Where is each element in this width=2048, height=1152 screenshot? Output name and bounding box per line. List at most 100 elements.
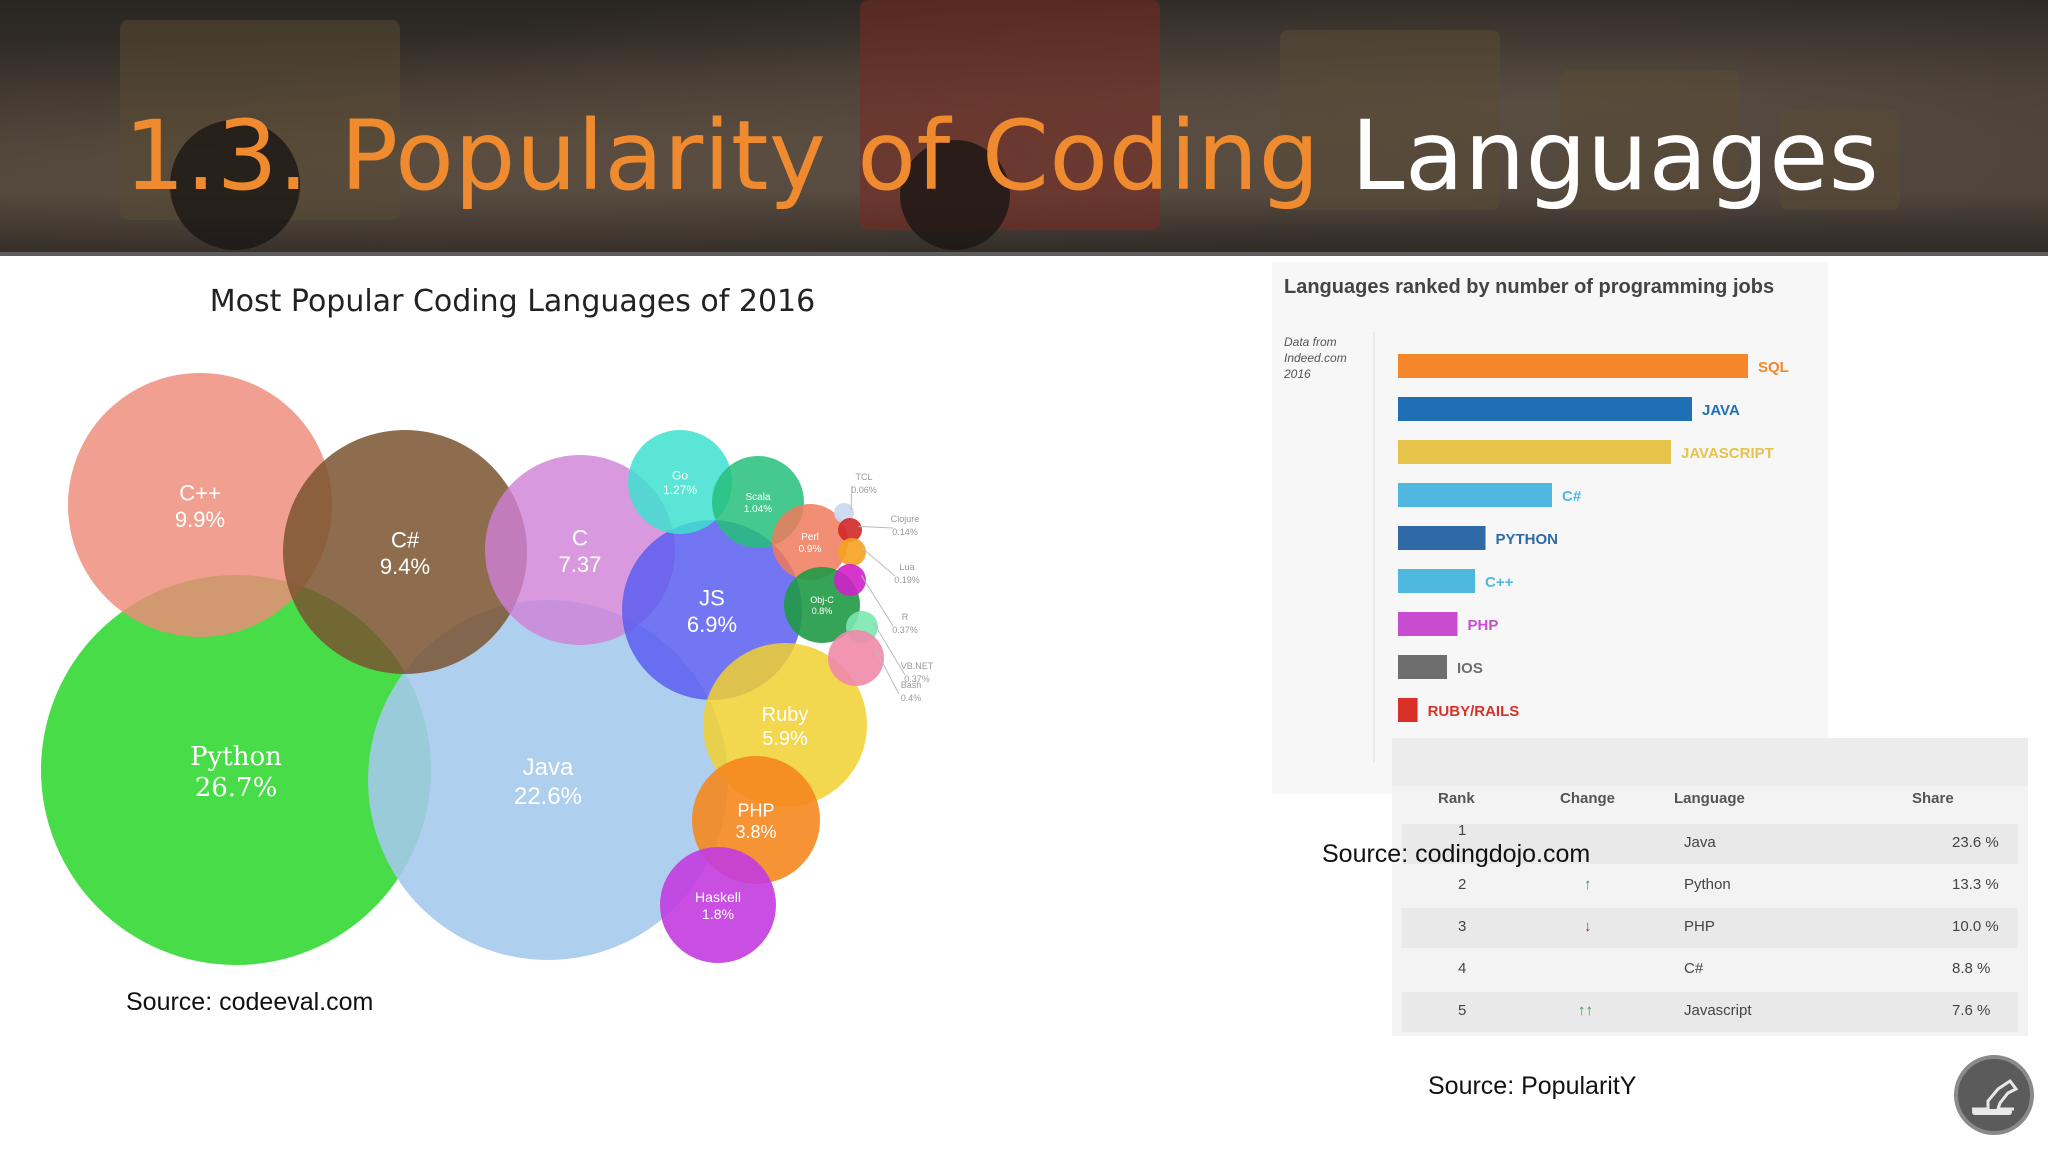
bubble-label: Obj-C [810, 595, 834, 605]
jobs-bar-label: RUBY/RAILS [1428, 703, 1520, 720]
language-cell: C# [1684, 960, 1704, 977]
table-row: 5 ↑↑ Javascript 7.6 % [1402, 992, 2018, 1032]
bubble-leader-line [861, 547, 896, 577]
bubble-value: 0.9% [799, 544, 822, 555]
bubble-label: Java [523, 754, 574, 781]
share-cell: 13.3 % [1952, 876, 1999, 893]
change-cell: ↑↑ [1578, 1002, 1593, 1019]
bubble-leader-line [860, 574, 894, 627]
share-cell: 23.6 % [1952, 834, 1999, 851]
rank-cell: 1 [1458, 822, 1467, 839]
bubble-label: C# [391, 528, 420, 553]
bubble-lua [838, 538, 866, 566]
bubble-leader-line [872, 621, 906, 676]
truck-silhouette [1780, 110, 1900, 210]
bubble-label: Scala [745, 492, 770, 503]
bubble-go [628, 430, 732, 534]
change-cell: ↑ [1584, 876, 1592, 893]
truck-wheel [900, 140, 1010, 250]
bubble-label: PHP [737, 800, 774, 820]
share-cell: 7.6 % [1952, 1002, 1991, 1019]
table-row: 3 ↓ PHP 10.0 % [1402, 908, 2018, 948]
excavator-logo-icon [1954, 1055, 2034, 1135]
pypl-col-change: Change [1560, 790, 1616, 807]
bubble-label: TCL [855, 472, 872, 482]
jobs-chart-panel: Languages ranked by number of programmin… [1272, 262, 1828, 794]
excavator-icon [1972, 1078, 2019, 1115]
bubble-python [41, 575, 431, 965]
jobs-bar-sql [1398, 354, 1748, 378]
jobs-bar-chart: SQL JAVA JAVASCRIPT C# PYTHON C++ PHP IOS RUBY/R… [1373, 332, 1828, 771]
jobs-bar-ruby-rails [1398, 698, 1418, 722]
bubble-value: 5.9% [762, 728, 808, 750]
truck-wheel [170, 120, 300, 250]
jobs-bar-python [1398, 526, 1486, 550]
language-cell: Java [1684, 834, 1716, 851]
jobs-bar-label: C++ [1485, 574, 1514, 591]
bubble-leader-line [850, 485, 853, 511]
bubble-label: VB.NET [901, 661, 934, 671]
jobs-chart-note: Data from Indeed.com 2016 [1284, 335, 1347, 381]
jobs-chart-title: Languages ranked by number of programmin… [1284, 276, 1775, 298]
header-divider [0, 252, 2048, 256]
bubble-value: 0.37% [904, 674, 930, 684]
source-codeeval: Source: codeeval.com [126, 988, 374, 1016]
page-title: 1.3. Popularity of Coding Languages [124, 100, 1879, 212]
bubble-value: 0.06% [851, 485, 877, 495]
bubble-java [368, 600, 728, 960]
pypl-col-language: Language [1674, 790, 1745, 807]
jobs-bar-label: JAVA [1702, 402, 1740, 419]
bubble-value: 6.9% [687, 612, 737, 637]
bubble-value: 0.4% [901, 693, 922, 703]
bubble-label: Clojure [891, 514, 920, 524]
bubble-label: C++ [179, 481, 221, 506]
pypl-table: Rank Change Language Share 1 Java 23.6 %… [1392, 738, 2028, 1036]
jobs-bar-c- [1398, 569, 1475, 593]
truck-silhouette [1560, 70, 1740, 210]
bubble-chart-title: Most Popular Coding Languages of 2016 [209, 284, 816, 319]
bubble-label: Lua [899, 562, 914, 572]
table-row: 1 Java 23.6 % [1402, 822, 2018, 864]
bubble-value: 1.27% [663, 483, 697, 497]
bubble-value: 9.9% [175, 507, 225, 532]
table-row: 2 ↑ Python 13.3 % [1402, 866, 2018, 906]
title-white-part: Languages [1351, 100, 1880, 212]
header-banner: 1.3. Popularity of Coding Languages [0, 0, 2048, 256]
language-cell: Javascript [1684, 1002, 1752, 1019]
bubble-label: Haskell [695, 889, 741, 905]
jobs-bar-label: PYTHON [1496, 531, 1559, 548]
bubble-leader-line [858, 525, 894, 529]
rank-cell: 2 [1458, 876, 1467, 893]
bubble-value: 1.8% [702, 906, 734, 922]
bubble-c- [68, 373, 332, 637]
bubble-bash [828, 630, 884, 686]
rank-cell: 5 [1458, 1002, 1467, 1019]
bubble-label: Go [672, 469, 688, 483]
bubble-tcl [834, 503, 854, 523]
jobs-bar-label: C# [1562, 488, 1582, 505]
source-popularity: Source: PopularitY [1428, 1072, 1637, 1100]
bubble-label: JS [699, 586, 725, 611]
bubble-value: 22.6% [514, 783, 582, 810]
rank-cell: 3 [1458, 918, 1467, 935]
bubble-clojure [838, 518, 862, 542]
jobs-bar-c- [1398, 483, 1552, 507]
bubble-value: 0.37% [892, 625, 918, 635]
jobs-bar-label: JAVASCRIPT [1681, 445, 1774, 462]
pypl-table-header [1392, 738, 2028, 786]
bubble-value: 7.37 [559, 552, 602, 577]
table-row: 4 C# 8.8 % [1402, 950, 2018, 990]
share-cell: 8.8 % [1952, 960, 1991, 977]
bubble-value: 0.14% [892, 527, 918, 537]
language-cell: PHP [1684, 918, 1715, 935]
jobs-bar-java [1398, 397, 1692, 421]
title-orange-part: 1.3. Popularity of Coding [124, 100, 1320, 212]
jobs-bar-php [1398, 612, 1458, 636]
bubble-value: 0.8% [812, 606, 833, 616]
change-cell: ↓ [1584, 918, 1592, 935]
rank-cell: 4 [1458, 960, 1467, 977]
truck-silhouette [1280, 30, 1500, 210]
bubble-value: 1.04% [744, 504, 772, 515]
bubble-label: Python [190, 742, 282, 772]
bubble-label: R [902, 612, 909, 622]
